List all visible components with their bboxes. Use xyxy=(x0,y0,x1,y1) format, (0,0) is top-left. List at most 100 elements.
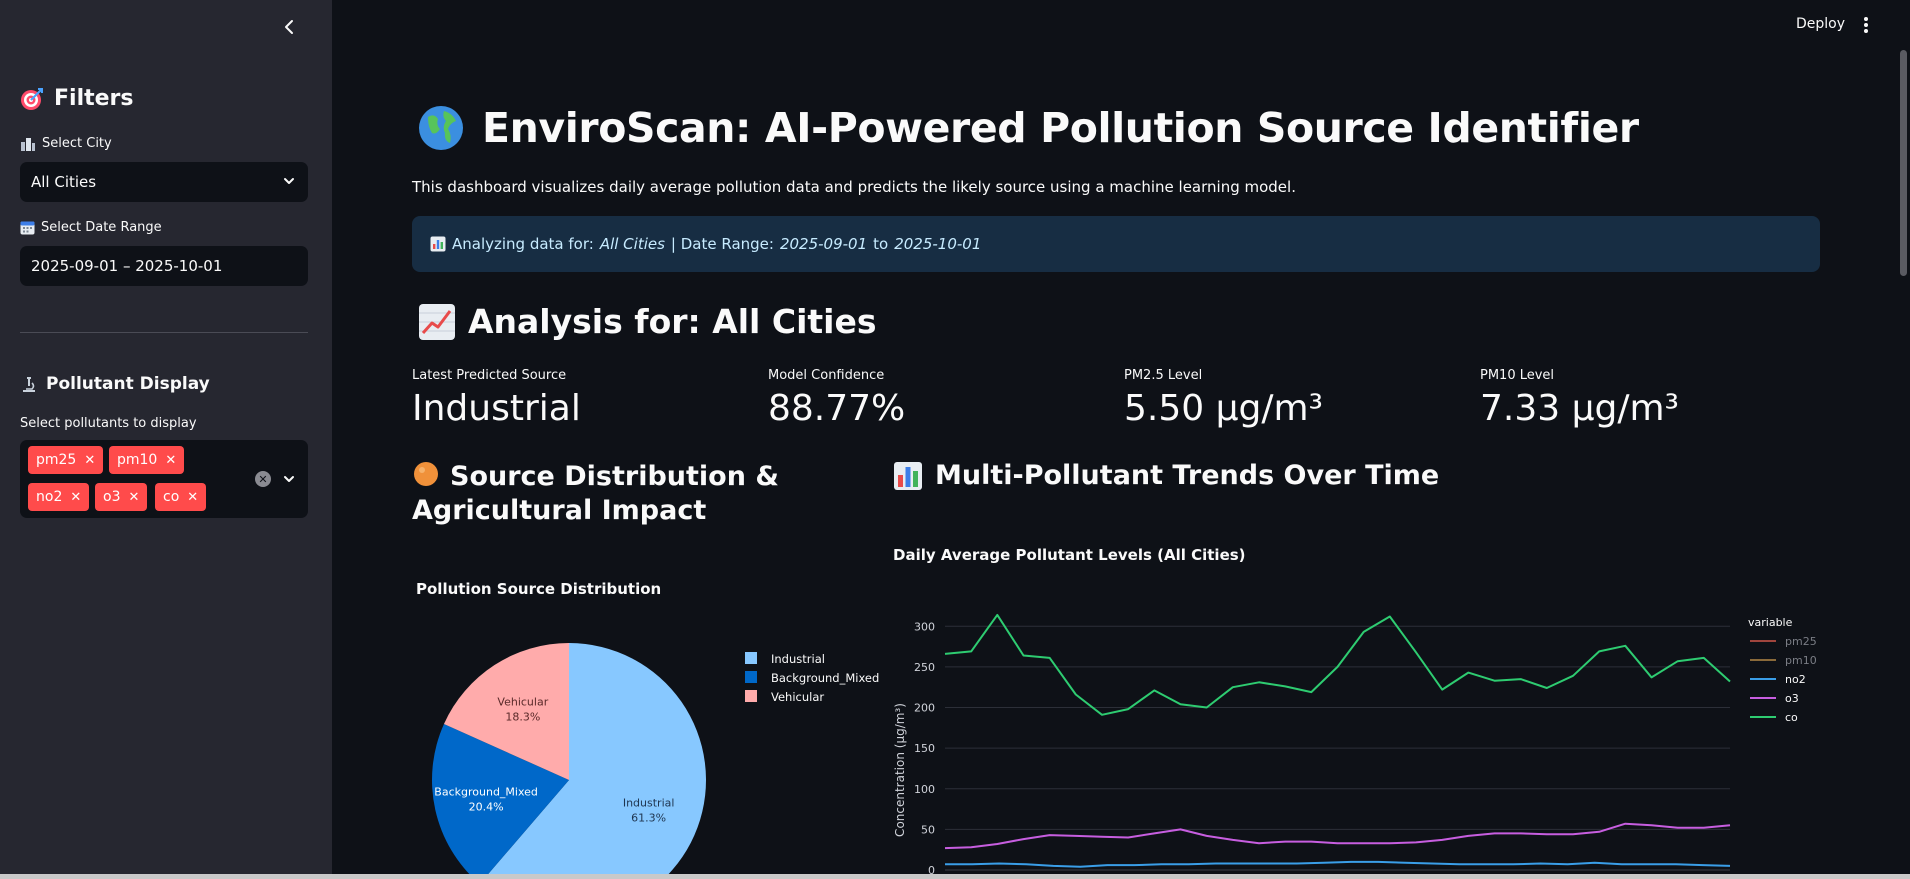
pie-slice-vehicular[interactable] xyxy=(443,643,569,780)
page-title: EnviroScan: AI-Powered Pollution Source … xyxy=(418,104,1639,152)
city-icon xyxy=(20,137,36,151)
sidebar-divider xyxy=(20,332,308,333)
pie-legend-swatch xyxy=(745,652,757,664)
legend-title: variable xyxy=(1748,616,1793,629)
page-title-text: EnviroScan: AI-Powered Pollution Source … xyxy=(482,104,1639,152)
pollutant-tag-label: o3 xyxy=(103,489,121,505)
scrollbar[interactable] xyxy=(1900,50,1907,276)
pollutant-tag[interactable]: co ✕ xyxy=(155,483,207,511)
pie-slice-percent: 18.3% xyxy=(505,711,540,724)
pollutant-multiselect[interactable]: pm25 ✕ pm10 ✕ no2 ✕ o3 ✕ co ✕ ✕ xyxy=(20,440,308,518)
pie-slice-label: Vehicular xyxy=(497,696,548,709)
pie-slice-percent: 20.4% xyxy=(469,801,504,814)
info-start-date: 2025-09-01 xyxy=(779,235,868,253)
remove-tag-icon[interactable]: ✕ xyxy=(70,489,82,505)
pie-legend-label[interactable]: Vehicular xyxy=(771,690,824,704)
chart-increasing-icon xyxy=(418,303,456,341)
line-chart: 0 50 100 150 200 250 300 Concentration (µg/m³) v… xyxy=(893,613,1817,874)
legend-label-no2[interactable]: no2 xyxy=(1785,673,1806,686)
pie-slice-label: Background_Mixed xyxy=(434,786,538,799)
metric-value: 88.77% xyxy=(768,388,906,429)
pie-legend-label[interactable]: Background_Mixed xyxy=(771,671,879,685)
calendar-icon xyxy=(20,220,35,235)
chevron-left-icon xyxy=(285,20,293,34)
pollutant-tag-label: pm25 xyxy=(36,452,77,468)
y-axis-label: Concentration (µg/m³) xyxy=(893,703,907,837)
target-icon xyxy=(20,87,44,111)
pollutant-tag[interactable]: no2 ✕ xyxy=(28,483,90,511)
pollutant-select-label-text: Select pollutants to display xyxy=(20,416,197,431)
pollutant-tag[interactable]: o3 ✕ xyxy=(95,483,148,511)
pie-slice-background_mixed[interactable] xyxy=(432,724,569,874)
series-line-no2[interactable] xyxy=(945,860,1731,868)
y-tick-label: 250 xyxy=(914,661,935,674)
bar-chart-icon xyxy=(893,461,923,491)
metric-value: Industrial xyxy=(412,388,581,429)
info-banner: Analyzing data for: All Cities | Date Ra… xyxy=(412,216,1820,272)
y-tick-label: 50 xyxy=(921,823,935,836)
pie-slice-percent: 61.3% xyxy=(631,812,666,825)
deploy-button[interactable]: Deploy xyxy=(1796,16,1846,32)
remove-tag-icon[interactable]: ✕ xyxy=(84,452,96,468)
clear-all-icon[interactable]: ✕ xyxy=(255,471,271,487)
source-distribution-heading: Source Distribution & Agricultural Impac… xyxy=(412,460,872,528)
legend-label-pm25[interactable]: pm25 xyxy=(1785,635,1817,648)
pollutant-heading: Pollutant Display xyxy=(20,374,210,394)
y-tick-label: 150 xyxy=(914,742,935,755)
sidebar-title: Filters xyxy=(20,86,134,111)
remove-tag-icon[interactable]: ✕ xyxy=(128,489,140,505)
pie-chart: Industrial 61.3% Background_Mixed 20.4% Vehi… xyxy=(432,643,879,874)
pie-slice-label: Industrial xyxy=(623,797,675,810)
remove-tag-icon[interactable]: ✕ xyxy=(187,489,199,505)
remove-tag-icon[interactable]: ✕ xyxy=(165,452,177,468)
page-subtitle: This dashboard visualizes daily average … xyxy=(412,178,1296,196)
city-label: Select City xyxy=(20,136,112,151)
window-bottom-edge xyxy=(0,874,1910,879)
orange-circle-icon xyxy=(412,460,440,488)
line-chart-title: Daily Average Pollutant Levels (All Citi… xyxy=(893,546,1246,564)
city-select[interactable]: All Cities xyxy=(20,162,308,202)
source-distribution-heading-text: Source Distribution & Agricultural Impac… xyxy=(412,461,779,526)
y-tick-label: 0 xyxy=(928,864,935,874)
legend-label-o3[interactable]: o3 xyxy=(1785,692,1799,705)
info-prefix: Analyzing data for: xyxy=(452,235,594,253)
y-tick-label: 300 xyxy=(914,620,935,633)
more-options-icon[interactable] xyxy=(1860,14,1872,36)
metric-value: 7.33 µg/m³ xyxy=(1480,388,1679,429)
collapse-sidebar-button[interactable] xyxy=(278,14,300,40)
city-select-value: All Cities xyxy=(31,173,97,191)
pollutant-tag-label: no2 xyxy=(36,489,63,505)
legend-label-pm10[interactable]: pm10 xyxy=(1785,654,1817,667)
chevron-down-icon[interactable] xyxy=(282,472,296,486)
metric-value: 5.50 µg/m³ xyxy=(1124,388,1323,429)
info-to: to xyxy=(873,235,889,253)
pie-slice-industrial[interactable] xyxy=(480,643,706,874)
legend-label-co[interactable]: co xyxy=(1785,711,1798,724)
trends-heading-text: Multi-Pollutant Trends Over Time xyxy=(935,460,1440,491)
sidebar-title-text: Filters xyxy=(54,86,134,111)
info-end-date: 2025-10-01 xyxy=(894,235,982,253)
date-range-value: 2025-09-01 – 2025-10-01 xyxy=(31,257,223,275)
globe-icon xyxy=(418,105,464,151)
date-label: Select Date Range xyxy=(20,220,162,235)
microscope-icon xyxy=(20,375,38,393)
pollutant-tag[interactable]: pm10 ✕ xyxy=(109,446,185,474)
y-tick-label: 100 xyxy=(914,783,935,796)
date-range-input[interactable]: 2025-09-01 – 2025-10-01 xyxy=(20,246,308,286)
pie-chart-title: Pollution Source Distribution xyxy=(416,580,662,598)
chevron-down-icon xyxy=(284,178,294,184)
pie-legend-swatch xyxy=(745,671,757,683)
series-line-o3[interactable] xyxy=(944,822,1731,850)
y-tick-label: 200 xyxy=(914,702,935,715)
pollutant-tag[interactable]: pm25 ✕ xyxy=(28,446,104,474)
series-line-co[interactable] xyxy=(944,613,1731,716)
pollutant-tag-label: co xyxy=(163,489,180,505)
city-label-text: Select City xyxy=(42,136,112,151)
pie-legend-label[interactable]: Industrial xyxy=(771,652,825,666)
bar-chart-icon xyxy=(430,236,446,252)
analysis-heading-text: Analysis for: All Cities xyxy=(468,302,877,341)
pollutant-tag-label: pm10 xyxy=(117,452,158,468)
analysis-heading: Analysis for: All Cities xyxy=(418,302,877,341)
pie-legend-swatch xyxy=(745,690,757,702)
